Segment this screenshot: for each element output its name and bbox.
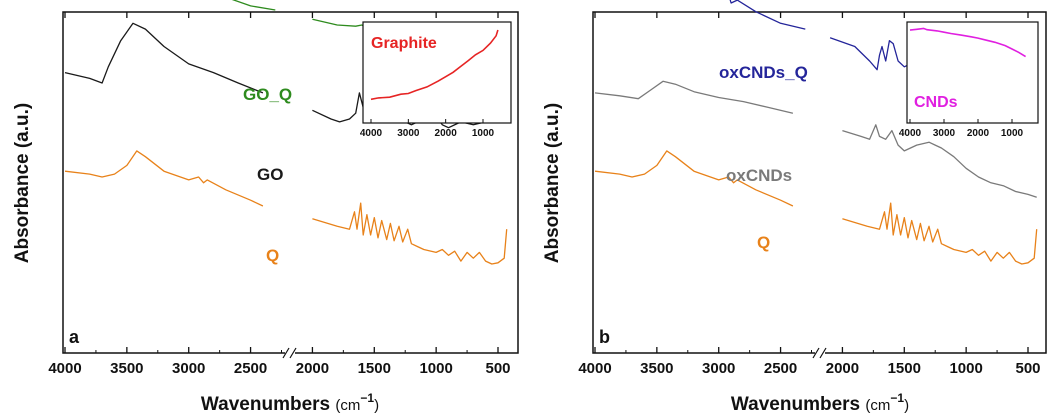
panel-b-x-ticks: 4000 3500 3000 2500 2000 1500 1000 500 <box>578 12 1041 377</box>
panel-b-inset-label: CNDs <box>914 94 958 111</box>
x-title-unit: (cm <box>335 397 360 414</box>
panel-b-letter: b <box>599 327 610 347</box>
panel-b-series-labels: oxCNDs_Q oxCNDs Q <box>719 63 808 252</box>
inset-tick-label-3000: 3000 <box>933 128 956 139</box>
panel-a-axis-break <box>282 347 297 359</box>
panel-b-inset: 4000 3000 2000 1000 CNDs <box>899 21 1039 139</box>
panel-a-letter: a <box>69 327 80 347</box>
x-tick-label-500: 500 <box>1015 360 1040 377</box>
panel-a-y-axis-title: Absorbance (a.u.) <box>12 103 33 263</box>
panel-b-y-axis-title: Absorbance (a.u.) <box>542 103 563 263</box>
panel-a-x-axis-title: Wavenumbers (cm−1) <box>201 391 379 415</box>
series-line-q-part-2 <box>312 202 508 265</box>
panel-a-series-labels: GO_Q GO Q <box>243 85 292 265</box>
axis-break-slash-2 <box>819 347 827 359</box>
panel-a-inset: 4000 3000 2000 1000 Graphite <box>360 21 512 139</box>
panel-b: 4000 3500 3000 2500 2000 1500 1000 500 oxCNDs_Q… <box>542 0 1047 415</box>
x-tick-label-4000: 4000 <box>48 360 81 377</box>
inset-tick-label-1000: 1000 <box>1001 128 1024 139</box>
inset-line-cnds <box>909 27 1027 58</box>
inset-tick-label-2000: 2000 <box>435 128 458 139</box>
x-tick-label-1000: 1000 <box>949 360 982 377</box>
x-tick-label-500: 500 <box>485 360 510 377</box>
panel-b-inset-frame <box>906 21 1039 124</box>
panel-b-axis-break <box>812 347 827 359</box>
inset-tick-label-4000: 4000 <box>360 128 383 139</box>
x-title-main: Wavenumbers <box>201 394 335 415</box>
x-title-exp: −1 <box>360 391 374 405</box>
series-line-q-part-2 <box>842 202 1038 265</box>
x-tick-label-2000: 2000 <box>826 360 859 377</box>
x-title-close: ) <box>904 397 909 414</box>
series-label-oxcnds: oxCNDs <box>726 166 792 185</box>
axis-break-slash-1 <box>812 347 820 359</box>
series-label-go-q: GO_Q <box>243 85 292 104</box>
x-title-unit: (cm <box>865 397 890 414</box>
inset-tick-label-1000: 1000 <box>472 128 495 139</box>
inset-tick-label-4000: 4000 <box>899 128 922 139</box>
series-line-oxcnds-part-1 <box>594 80 794 114</box>
x-tick-label-2500: 2500 <box>764 360 797 377</box>
panel-a: 4000 3500 3000 2500 2000 1500 1000 500 GO_QGOQ … <box>12 0 519 415</box>
series-line-q-part-1 <box>594 150 794 207</box>
x-tick-label-1500: 1500 <box>358 360 391 377</box>
panel-a-inset-series <box>370 29 499 101</box>
x-tick-label-3000: 3000 <box>702 360 735 377</box>
axis-break-gap <box>815 351 825 355</box>
series-label-go: GO <box>257 165 283 184</box>
x-tick-label-3500: 3500 <box>110 360 143 377</box>
axis-break-slash-1 <box>282 347 290 359</box>
panel-a-inset-frame <box>362 21 512 124</box>
series-label-oxcnds-q: oxCNDs_Q <box>719 63 808 82</box>
x-tick-label-2000: 2000 <box>296 360 329 377</box>
panel-a-inset-label: Graphite <box>371 35 437 52</box>
series-label-q: Q <box>757 233 770 252</box>
panel-b-inset-series <box>909 27 1027 58</box>
x-title-exp: −1 <box>890 391 904 405</box>
series-line-oxcnds-q-part-1 <box>729 0 806 30</box>
x-tick-label-3500: 3500 <box>640 360 673 377</box>
x-title-close: ) <box>374 397 379 414</box>
x-tick-label-1000: 1000 <box>419 360 452 377</box>
x-tick-label-3000: 3000 <box>172 360 205 377</box>
axis-break-gap <box>285 351 295 355</box>
series-line-go-q-part-1 <box>231 0 276 11</box>
x-tick-label-2500: 2500 <box>234 360 267 377</box>
x-tick-label-4000: 4000 <box>578 360 611 377</box>
x-title-main: Wavenumbers <box>731 394 865 415</box>
series-line-go-part-1 <box>64 22 264 94</box>
panel-b-inset-ticks: 4000 3000 2000 1000 <box>899 119 1024 139</box>
series-line-oxcnds-part-2 <box>842 124 1037 198</box>
x-tick-label-1500: 1500 <box>888 360 921 377</box>
panel-a-x-ticks: 4000 3500 3000 2500 2000 1500 1000 500 <box>48 12 511 377</box>
series-label-q: Q <box>266 246 279 265</box>
axis-break-slash-2 <box>289 347 297 359</box>
panel-a-inset-ticks: 4000 3000 2000 1000 <box>360 119 495 139</box>
inset-tick-label-2000: 2000 <box>967 128 990 139</box>
panel-b-x-axis-title: Wavenumbers (cm−1) <box>731 391 909 415</box>
inset-line-graphite <box>370 29 499 101</box>
series-line-q-part-1 <box>64 150 264 207</box>
inset-tick-label-3000: 3000 <box>397 128 420 139</box>
